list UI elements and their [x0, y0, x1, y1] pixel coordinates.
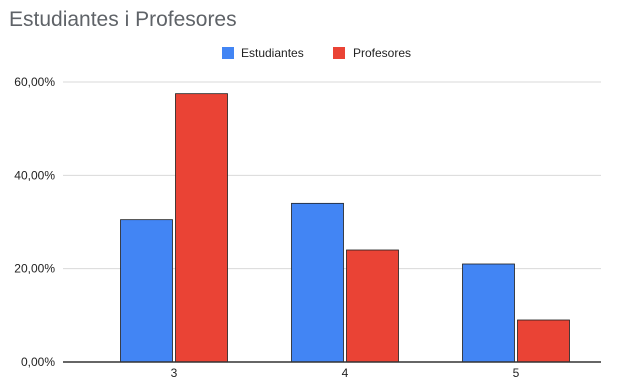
bar-profesores-3 — [175, 93, 228, 363]
legend-swatch-profesores — [333, 47, 345, 59]
y-axis-tick-labels: 0,00% 20,00% 40,00% 60,00% — [14, 75, 55, 369]
y-tick-label: 0,00% — [21, 355, 55, 369]
y-tick-label: 20,00% — [14, 262, 55, 276]
bar-profesores-4 — [346, 249, 399, 363]
chart-title: Estudiantes i Profesores — [9, 8, 237, 31]
legend: Estudiantes Profesores — [222, 46, 411, 60]
bar-estudiantes-5 — [462, 263, 515, 363]
x-tick-label: 5 — [513, 366, 520, 379]
y-tick-label: 60,00% — [14, 75, 55, 89]
legend-label-estudiantes: Estudiantes — [241, 46, 304, 60]
bar-estudiantes-3 — [120, 219, 173, 363]
legend-label-profesores: Profesores — [353, 46, 411, 60]
bars — [120, 93, 570, 363]
bar-estudiantes-4 — [291, 202, 344, 363]
bar-profesores-5 — [517, 319, 570, 363]
y-tick-label: 40,00% — [14, 168, 55, 182]
legend-swatch-estudiantes — [222, 47, 234, 59]
x-tick-label: 3 — [171, 366, 178, 379]
x-axis-tick-labels: 3 4 5 — [171, 366, 520, 379]
x-tick-label: 4 — [342, 366, 349, 379]
